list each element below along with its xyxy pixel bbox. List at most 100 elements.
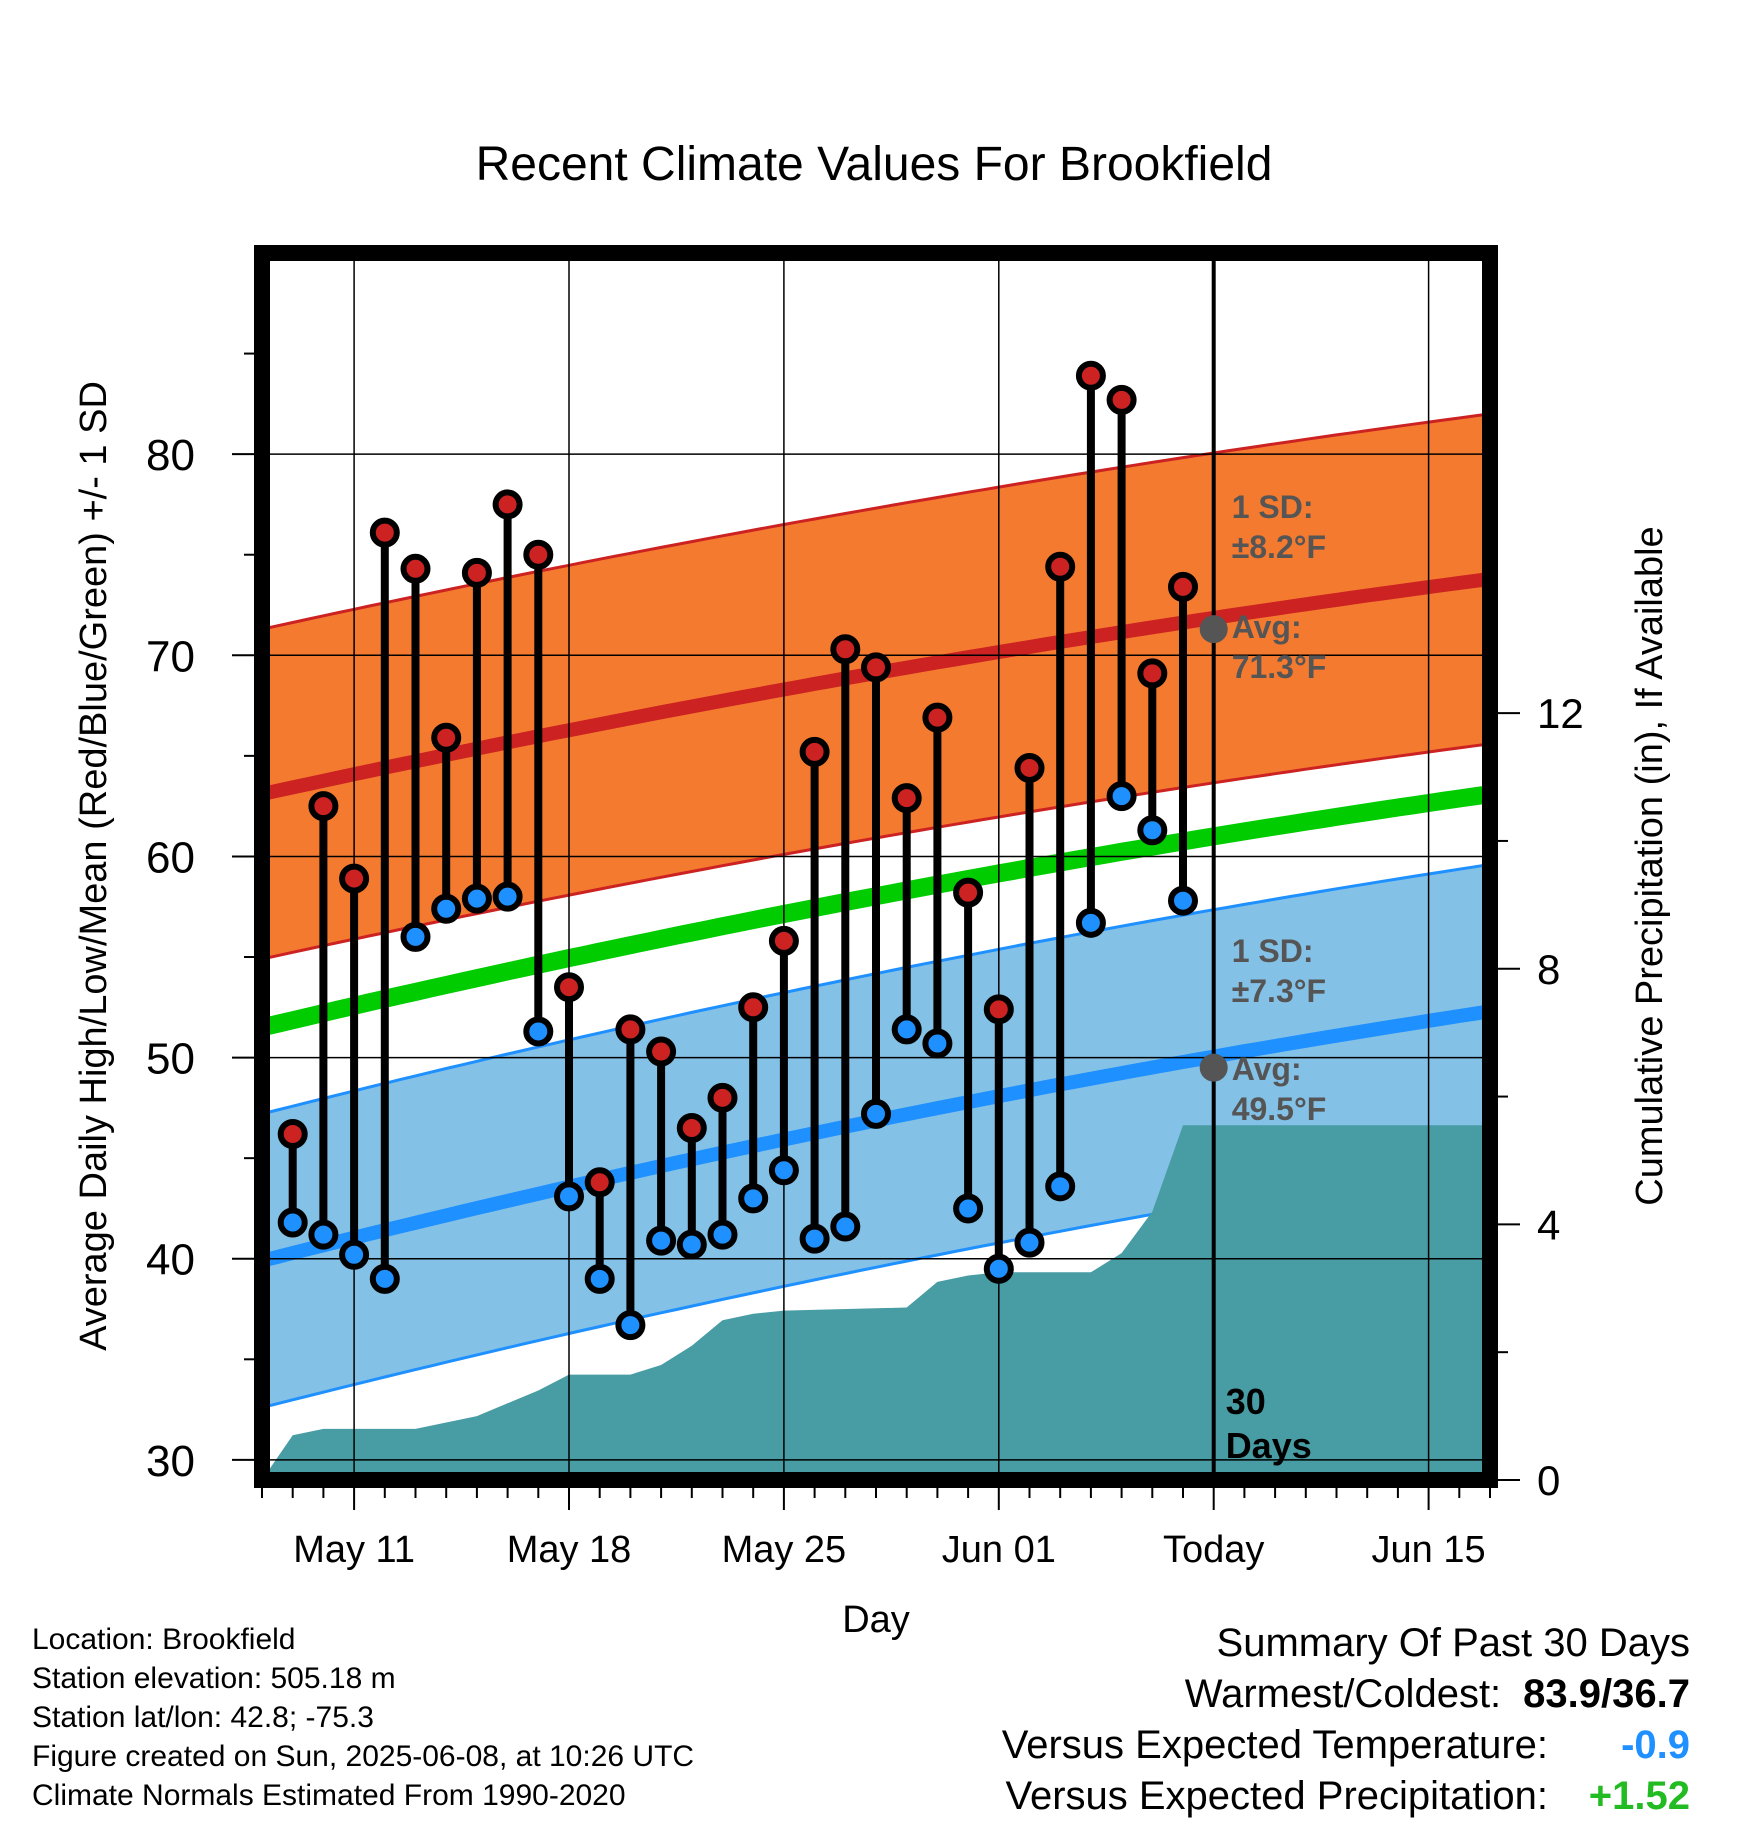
daily-low-point (953, 1193, 984, 1224)
created-text: Figure created on Sun, 2025-06-08, at 10… (32, 1740, 695, 1773)
daily-high-point (277, 1119, 308, 1150)
y-tick-label: 50 (146, 1035, 195, 1084)
daily-low-point (646, 1225, 677, 1256)
daily-high-point (400, 553, 431, 584)
daily-low-point (339, 1239, 370, 1270)
daily-high-point (369, 517, 400, 548)
daily-high-point (1137, 658, 1168, 689)
x-axis-title: Day (842, 1599, 910, 1641)
daily-low-point (1137, 815, 1168, 846)
daily-low-point (431, 893, 462, 924)
daily-high-point (523, 539, 554, 570)
daily-high-point (1045, 551, 1076, 582)
daily-high-point (799, 736, 830, 767)
daily-low-point (1168, 885, 1198, 916)
daily-high-point (1075, 360, 1106, 391)
y2-tick-label: 12 (1537, 690, 1584, 737)
high-avg-annotation: Avg: 71.3°F (1232, 609, 1327, 685)
warm-cold-value: 83.9/36.7 (1523, 1672, 1690, 1716)
daily-low-point (369, 1263, 400, 1294)
y-tick-label: 80 (146, 431, 195, 480)
high-sd-annotation: 1 SD: ±8.2°F (1232, 489, 1326, 565)
daily-low-point (584, 1263, 615, 1294)
x-tick-label: Jun 01 (942, 1529, 1056, 1571)
daily-low-point (1075, 907, 1106, 938)
daily-low-point (922, 1028, 953, 1059)
summary-panel: Summary Of Past 30 Days Warmest/Coldest:… (1002, 1618, 1690, 1822)
daily-high-point (676, 1112, 707, 1143)
daily-low-point (308, 1219, 339, 1250)
daily-high-point (461, 557, 492, 588)
daily-low-point (400, 921, 431, 952)
x-tick-label: Today (1163, 1529, 1264, 1571)
temp-value: -0.9 (1621, 1723, 1690, 1767)
daily-high-point (707, 1082, 738, 1113)
daily-high-point (646, 1036, 677, 1067)
daily-low-point (738, 1183, 769, 1214)
x-tick-label: May 18 (507, 1529, 632, 1571)
daily-high-point (492, 489, 523, 520)
y-tick-label: 60 (146, 833, 195, 882)
x-tick-label: May 25 (722, 1529, 847, 1571)
daily-low-point (983, 1253, 1014, 1284)
warm-cold-label: Warmest/Coldest: (1184, 1672, 1502, 1716)
daily-high-point (922, 702, 953, 733)
low-sd-annotation: 1 SD: ±7.3°F (1232, 933, 1326, 1009)
y2-tick-label: 4 (1537, 1201, 1560, 1248)
high-sd-upper-line (262, 412, 1490, 631)
latlon-text: Station lat/lon: 42.8; -75.3 (32, 1701, 374, 1734)
summary-heading: Summary Of Past 30 Days (1216, 1621, 1690, 1665)
daily-high-point (768, 925, 799, 956)
daily-low-point (461, 883, 492, 914)
daily-high-point (339, 863, 370, 894)
today-window-label: 30 Days (1226, 1381, 1312, 1466)
daily-high-point (891, 783, 922, 814)
daily-high-point (615, 1014, 646, 1045)
daily-high-point (1106, 384, 1137, 415)
precip-label: Versus Expected Precipitation: (1005, 1774, 1548, 1818)
today-low-avg-marker (1199, 1053, 1228, 1082)
y-axis-title: Average Daily High/Low/Mean (Red/Blue/Gr… (73, 381, 115, 1351)
y2-tick-label: 0 (1537, 1457, 1560, 1504)
y2-axis-title: Cumulative Precipitation (in), If Availa… (1629, 526, 1671, 1205)
y2-tick-label: 8 (1537, 946, 1560, 993)
daily-high-point (308, 791, 339, 822)
summary-temp: Versus Expected Temperature: -0.9 (1002, 1720, 1690, 1771)
elevation-text: Station elevation: 505.18 m (32, 1662, 396, 1695)
y-tick-label: 30 (146, 1437, 195, 1486)
daily-high-point (554, 972, 584, 1003)
daily-low-point (676, 1229, 707, 1260)
daily-low-point (891, 1014, 922, 1045)
plot-frame (254, 245, 1498, 1488)
precip-value: +1.52 (1588, 1774, 1690, 1818)
daily-low-point (554, 1181, 584, 1212)
daily-low-point (830, 1211, 861, 1242)
daily-low-point (277, 1207, 308, 1238)
daily-high-point (953, 877, 984, 908)
y-tick-label: 70 (146, 632, 195, 681)
daily-low-point (707, 1219, 738, 1250)
y-tick-label: 40 (146, 1236, 195, 1285)
daily-high-point (830, 634, 861, 665)
temp-label: Versus Expected Temperature: (1001, 1723, 1548, 1767)
station-info: Location: Brookfield Station elevation: … (32, 1620, 694, 1815)
daily-high-point (738, 992, 769, 1023)
chart-title: Recent Climate Values For Brookfield (475, 138, 1273, 191)
daily-low-point (799, 1223, 830, 1254)
daily-low-point (523, 1016, 554, 1047)
daily-high-point (1168, 571, 1198, 602)
daily-high-point (584, 1167, 615, 1198)
daily-low-point (768, 1155, 799, 1186)
summary-precip: Versus Expected Precipitation: +1.52 (1002, 1771, 1690, 1822)
daily-low-point (1045, 1171, 1076, 1202)
x-tick-label: Jun 15 (1372, 1529, 1486, 1571)
daily-low-point (615, 1310, 646, 1341)
summary-warm-cold: Warmest/Coldest: 83.9/36.7 (1002, 1669, 1690, 1720)
today-high-avg-marker (1199, 615, 1228, 644)
x-tick-label: May 11 (293, 1529, 415, 1571)
daily-high-point (983, 994, 1014, 1025)
daily-low-point (1014, 1227, 1045, 1258)
daily-low-point (861, 1098, 891, 1129)
low-avg-annotation: Avg: 49.5°F (1232, 1051, 1327, 1127)
